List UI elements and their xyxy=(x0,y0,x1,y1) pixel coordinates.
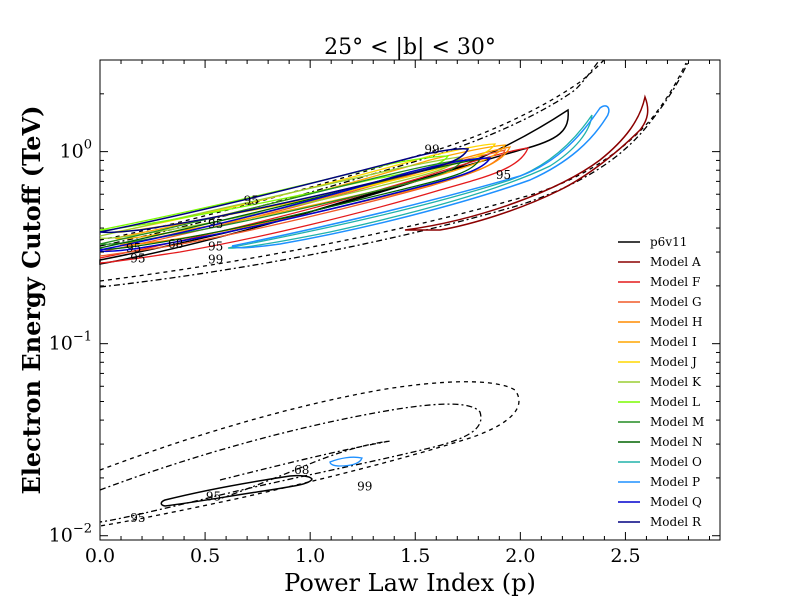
model-r-contour xyxy=(99,148,470,234)
y-tick-base: 10 xyxy=(60,141,84,163)
legend-label: Model A xyxy=(650,255,701,269)
model-f-contour xyxy=(99,147,530,264)
contour-label: 95 xyxy=(206,489,221,503)
y-tick-exponent: 0 xyxy=(84,138,92,153)
contour-label: 95 xyxy=(126,241,141,255)
legend-label: Model N xyxy=(650,435,702,449)
x-tick-label: 2.0 xyxy=(505,545,535,567)
x-tick-label: 2.5 xyxy=(610,545,640,567)
contour-label: 95 xyxy=(244,194,259,208)
legend-label: p6v11 xyxy=(650,235,687,249)
legend-label: Model I xyxy=(650,335,697,349)
contour-label: 68 xyxy=(294,463,309,477)
y-tick-exponent: −1 xyxy=(73,330,92,345)
p6v11-low-contour-99-inner xyxy=(219,440,391,499)
model-n-contour xyxy=(99,158,482,251)
contour-label: 95 xyxy=(208,217,223,231)
p6v11-low-contour-99 xyxy=(99,403,482,523)
legend-label: Model G xyxy=(650,295,702,309)
y-tick-label: 10−1 xyxy=(49,330,92,355)
contour-label: 99 xyxy=(208,252,223,266)
contour-label: 68 xyxy=(168,237,183,251)
y-tick-base: 10 xyxy=(49,333,73,355)
x-tick-label: 1.5 xyxy=(400,545,430,567)
p6v11-contour-95-upper xyxy=(99,62,687,282)
y-tick-exponent: −2 xyxy=(73,522,92,537)
x-tick-label: 0.5 xyxy=(190,545,220,567)
legend-label: Model O xyxy=(650,455,702,469)
contour-label: 99 xyxy=(424,142,439,156)
p6v11-low-contour-95 xyxy=(99,381,520,527)
y-tick-base: 10 xyxy=(49,525,73,547)
x-axis-label: Power Law Index (p) xyxy=(284,569,536,597)
model-m-contour xyxy=(99,159,464,246)
legend-label: Model M xyxy=(650,415,704,429)
legend-label: Model K xyxy=(650,375,702,389)
chart-title: 25° < |b| < 30° xyxy=(324,35,496,60)
legend-label: Model J xyxy=(650,355,697,369)
legend-label: Model R xyxy=(650,515,702,529)
contour-label: 95 xyxy=(496,168,511,182)
y-tick-label: 10−2 xyxy=(49,522,92,547)
x-tick-label: 1.0 xyxy=(295,545,325,567)
model-a-contour xyxy=(404,94,649,231)
p6v11-low-contour-68 xyxy=(160,474,313,507)
model-p-contour xyxy=(231,105,610,249)
legend-label: Model P xyxy=(650,475,700,489)
plot-frame xyxy=(99,59,721,541)
contour-label: 95 xyxy=(130,251,145,265)
y-tick-label: 100 xyxy=(60,138,92,163)
contour-label: 99 xyxy=(357,479,372,493)
contour-label: 95 xyxy=(208,240,223,254)
legend-label: Model Q xyxy=(650,495,702,509)
y-axis-label: Electron Energy Cutoff (TeV) xyxy=(17,106,46,495)
legend-label: Model H xyxy=(650,315,702,329)
x-axis-ticks: 0.0 0.5 1.0 1.5 2.0 2.5 xyxy=(85,60,710,567)
x-tick-label: 0.0 xyxy=(85,545,115,567)
legend: p6v11 Model A Model F Model G Model H Model I… xyxy=(618,235,704,529)
legend-label: Model L xyxy=(650,395,700,409)
model-p-low-contour xyxy=(329,456,363,467)
contour-label: 95 xyxy=(130,511,145,525)
p6v11-contour-99-upper xyxy=(99,61,689,288)
legend-label: Model F xyxy=(650,275,700,289)
model-o-contour xyxy=(227,114,593,249)
model-q-contour xyxy=(99,157,492,253)
p6v11-contour-95-top xyxy=(99,59,605,241)
